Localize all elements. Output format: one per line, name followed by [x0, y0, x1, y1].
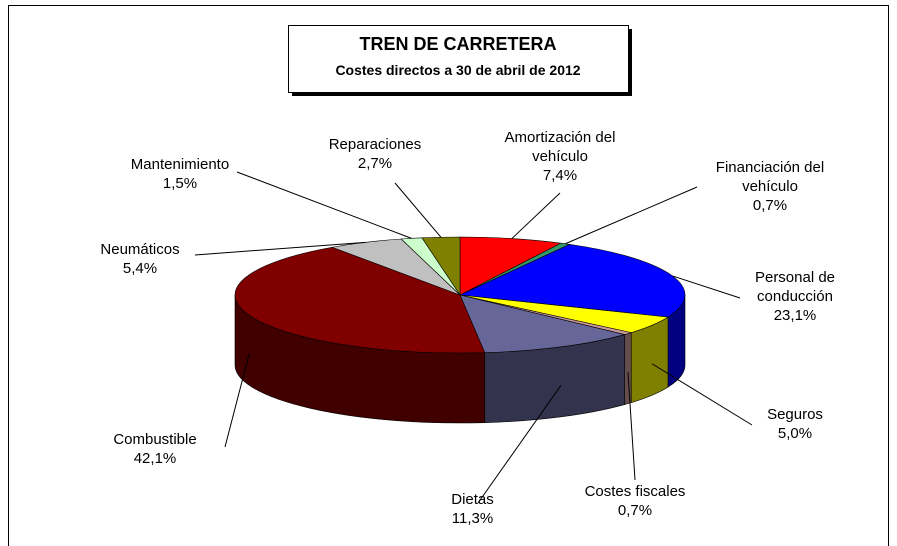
value-label: 42,1%: [133, 450, 177, 467]
slice-label: Reparaciones 2,7%: [305, 135, 445, 173]
slice-label: Combustible 42,1%: [90, 430, 220, 468]
slice-label: Seguros 5,0%: [745, 405, 845, 443]
category-label: Personal de conducción: [754, 269, 836, 305]
value-label: 11,3%: [451, 510, 494, 527]
chart-frame: [8, 5, 889, 546]
pie-tops: [234, 236, 686, 354]
slice-side: [624, 332, 632, 405]
slice-label: Amortización del vehículo 7,4%: [490, 128, 630, 185]
leader-line: [511, 192, 561, 239]
pie-sides: [234, 294, 686, 424]
leader-line: [477, 385, 562, 504]
category-label: Neumáticos: [100, 241, 180, 258]
leader-lines: [194, 171, 753, 504]
value-label: 0,7%: [617, 502, 653, 519]
value-label: 0,7%: [752, 197, 788, 214]
leader-line: [565, 186, 698, 245]
value-label: 1,5%: [162, 175, 198, 192]
slice-label: Costes fiscales 0,7%: [555, 482, 715, 520]
slice-label: Neumáticos 5,4%: [80, 240, 200, 278]
value-label: 5,0%: [777, 425, 813, 442]
leader-line: [651, 363, 753, 426]
leader-line: [627, 372, 636, 481]
leader-line: [394, 182, 442, 238]
category-label: Amortización del vehículo: [504, 129, 616, 165]
slice-label: Mantenimiento 1,5%: [110, 155, 250, 193]
leader-line: [224, 353, 250, 448]
value-label: 2,7%: [357, 155, 393, 172]
category-label: Reparaciones: [328, 136, 422, 153]
value-label: 7,4%: [542, 167, 578, 184]
category-label: Financiación del vehículo: [715, 159, 825, 195]
category-label: Dietas: [451, 491, 494, 508]
slice-label: Personal de conducción 23,1%: [730, 268, 860, 325]
value-label: 5,4%: [122, 260, 158, 277]
slice-label: Financiación del vehículo 0,7%: [695, 158, 845, 215]
category-label: Costes fiscales: [584, 483, 686, 500]
category-label: Combustible: [113, 431, 197, 448]
slice: [459, 236, 562, 296]
value-label: 23,1%: [773, 307, 817, 324]
title-box: [288, 25, 629, 93]
leader-line: [194, 241, 366, 256]
slice: [458, 244, 686, 318]
chart-title: TREN DE CARRETERA: [359, 34, 557, 54]
category-label: Seguros: [767, 406, 823, 423]
leader-line: [236, 171, 412, 239]
leader-line: [672, 275, 741, 299]
slice: [234, 246, 486, 354]
slice: [459, 294, 626, 353]
chart-subtitle: Costes directos a 30 de abril de 2012: [335, 62, 581, 78]
category-label: Mantenimiento: [130, 156, 230, 173]
slice-label: Dietas 11,3%: [420, 490, 525, 528]
